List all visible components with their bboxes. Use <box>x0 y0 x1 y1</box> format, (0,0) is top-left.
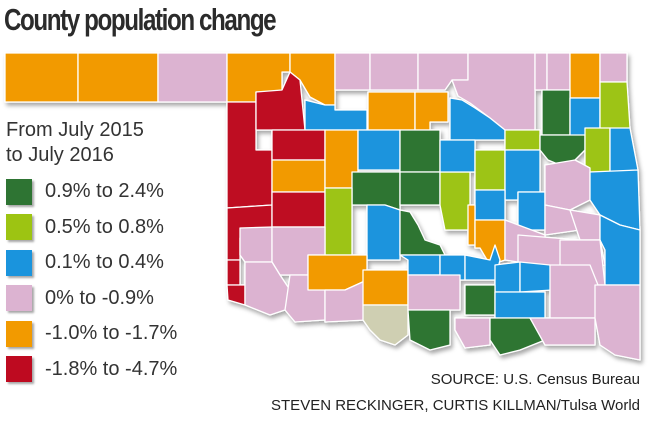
county-logan <box>399 129 441 173</box>
legend-swatch <box>6 178 32 205</box>
county-pushmataha <box>549 264 601 319</box>
legend-swatch <box>6 214 32 241</box>
county-stephens <box>362 269 409 306</box>
county-washington <box>534 52 548 91</box>
county-wagoner <box>539 134 586 166</box>
county-marshall <box>454 317 491 349</box>
legend-swatch <box>6 320 32 347</box>
county-washita <box>271 191 326 228</box>
legend-swatch <box>6 356 32 383</box>
county-osage <box>451 52 536 131</box>
legend-item: 0.5% to 0.8% <box>6 210 177 246</box>
county-okfuskee <box>474 189 506 221</box>
county-dewey <box>271 129 326 161</box>
county-haskell <box>569 209 601 241</box>
county-johnston <box>464 284 496 316</box>
county-grady <box>366 204 401 261</box>
legend-item: -1.0% to -1.7% <box>6 316 177 352</box>
county-beckham <box>226 259 241 286</box>
map-title: County population change <box>4 2 277 37</box>
legend-label: 0.9% to 2.4% <box>45 180 164 203</box>
legend-swatch <box>6 249 32 276</box>
legend-swatch <box>6 285 32 312</box>
county-choctaw <box>529 317 596 346</box>
county-delaware <box>599 81 631 131</box>
legend-item: 0% to -0.9% <box>6 281 177 317</box>
county-craig <box>569 52 601 99</box>
county-pottawatomie <box>467 204 476 246</box>
county-major <box>304 99 368 131</box>
county-canadian <box>351 171 401 211</box>
county-grant <box>369 52 419 91</box>
county-cimarron <box>4 52 79 103</box>
credit-line: STEVEN RECKINGER, CURTIS KILLMAN/Tulsa W… <box>271 397 640 414</box>
source-note: SOURCE: U.S. Census Bureau <box>430 371 640 388</box>
county-texas <box>77 52 159 103</box>
legend-title-line1: From July 2015 <box>6 119 144 141</box>
legend-title-line2: to July 2016 <box>6 144 114 166</box>
county-mccurtain <box>594 284 641 361</box>
county-beaver <box>157 52 228 103</box>
legend-item: -1.8% to -4.7% <box>6 352 177 388</box>
county-love <box>407 309 451 351</box>
county-rogers <box>541 89 571 136</box>
county-woodward <box>255 71 306 131</box>
county-murray <box>464 244 501 281</box>
county-cleveland <box>399 209 446 256</box>
county-atoka <box>494 291 546 319</box>
county-ottawa <box>599 52 628 83</box>
county-custer <box>271 159 326 193</box>
county-harmon <box>226 284 246 306</box>
county-pawnee <box>504 129 541 151</box>
county-kingfisher <box>357 129 401 171</box>
county-payne <box>439 139 476 173</box>
legend-label: 0.1% to 0.4% <box>45 251 164 274</box>
county-pontotoc <box>494 261 521 293</box>
county-adair <box>609 127 639 173</box>
legend-label: -1.0% to -1.7% <box>45 322 178 345</box>
county-okmulgee <box>517 191 546 231</box>
legend-label: 0% to -0.9% <box>45 286 154 309</box>
legend-label: 0.5% to 0.8% <box>45 215 164 238</box>
county-muskogee <box>544 159 591 211</box>
legend: From July 2015 to July 2016 0.9% to 2.4%… <box>6 118 177 387</box>
county-greer <box>239 226 273 263</box>
county-creek <box>474 149 506 191</box>
county-lincoln <box>439 171 471 231</box>
county-alfalfa <box>334 52 371 91</box>
legend-item: 0.1% to 0.4% <box>6 245 177 281</box>
county-jefferson <box>362 304 409 346</box>
legend-label: -1.8% to -4.7% <box>45 357 178 380</box>
county-nowata <box>546 52 571 91</box>
county-coal <box>519 261 553 293</box>
county-carter <box>407 274 461 311</box>
county-cherokee-n <box>584 127 611 173</box>
county-oklahoma <box>399 171 441 206</box>
legend-item: 0.9% to 2.4% <box>6 174 177 210</box>
county-garfield <box>414 91 449 131</box>
county-woods-south <box>367 91 416 131</box>
county-caddo <box>324 187 353 256</box>
